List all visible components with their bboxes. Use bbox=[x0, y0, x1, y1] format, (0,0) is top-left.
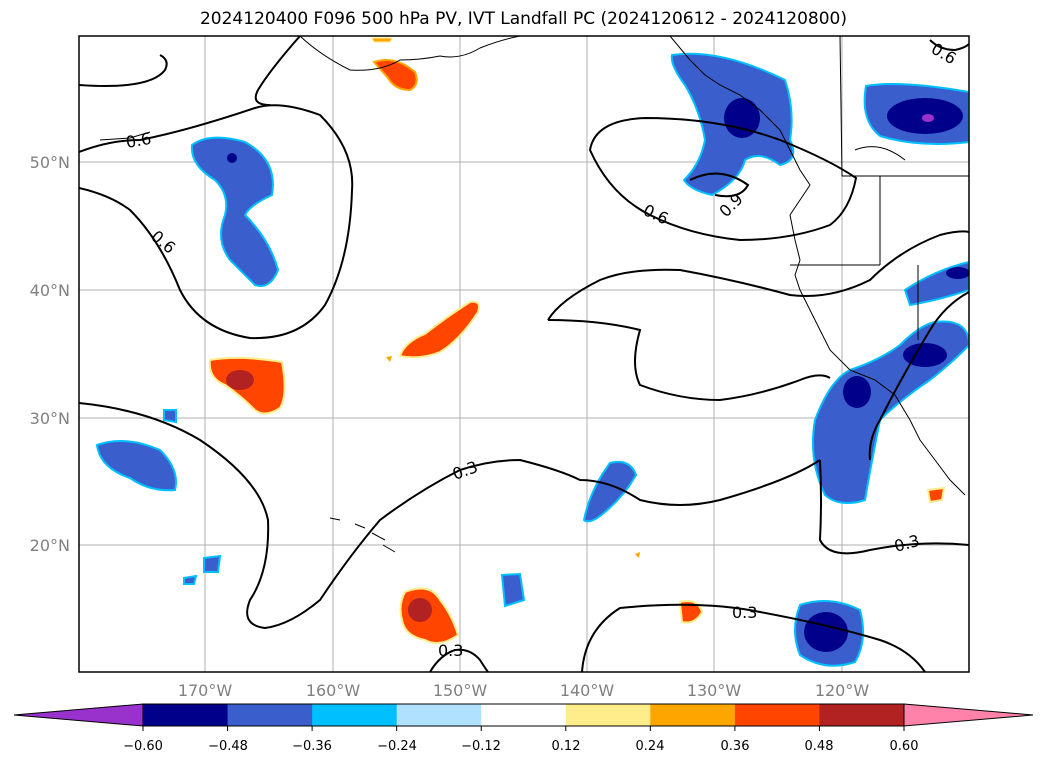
contour-label: 0.3 bbox=[438, 641, 463, 660]
colorbar-tick-label: 0.48 bbox=[805, 739, 834, 754]
anomaly-region bbox=[635, 552, 640, 558]
anomaly-region bbox=[582, 460, 638, 523]
colorbar-tick-label: 0.36 bbox=[721, 739, 750, 754]
lon-label-160w: 160°W bbox=[306, 681, 361, 700]
negative-anomaly-regions bbox=[95, 52, 969, 667]
anomaly-region bbox=[372, 59, 418, 92]
colorbar-segment bbox=[565, 704, 651, 726]
lon-label-140w: 140°W bbox=[560, 681, 615, 700]
colorbar-segment bbox=[143, 704, 229, 726]
colorbar-tick-label: −0.12 bbox=[461, 739, 501, 754]
colorbar-outline bbox=[142, 703, 905, 727]
anomaly-region bbox=[163, 409, 177, 424]
anomaly-region bbox=[203, 554, 222, 573]
lat-label-40n: 40°N bbox=[30, 281, 70, 300]
latitude-labels: 50°N 40°N 30°N 20°N bbox=[30, 153, 70, 555]
anomaly-region bbox=[500, 572, 526, 608]
colorbar-tick-label: 0.12 bbox=[552, 739, 581, 754]
anomaly-core bbox=[724, 98, 760, 138]
anomaly-core bbox=[804, 612, 848, 652]
longitude-labels: 170°W 160°W 150°W 140°W 130°W 120°W bbox=[178, 681, 870, 700]
colorbar-tick-label: −0.24 bbox=[377, 739, 417, 754]
anomaly-region bbox=[812, 320, 969, 505]
anomaly-peak bbox=[922, 114, 934, 122]
positive-anomaly-regions bbox=[208, 37, 946, 645]
lon-label-170w: 170°W bbox=[178, 681, 233, 700]
anomaly-core bbox=[903, 343, 947, 367]
lon-label-120w: 120°W bbox=[815, 681, 870, 700]
anomaly-core bbox=[226, 370, 254, 390]
colorbar-tick-label: −0.60 bbox=[123, 739, 163, 754]
anomaly-core bbox=[408, 598, 432, 622]
contour-lines bbox=[79, 36, 969, 672]
anomaly-region bbox=[386, 356, 392, 362]
colorbar-tick-labels: −0.60 −0.48 −0.36 −0.24 −0.12 0.12 0.24 … bbox=[123, 739, 918, 754]
anomaly-region bbox=[926, 486, 946, 504]
colorbar-segment bbox=[227, 704, 313, 726]
anomaly-region bbox=[398, 300, 480, 359]
colorbar-segment bbox=[819, 704, 905, 726]
colorbar-segment bbox=[312, 704, 398, 726]
anomaly-region bbox=[678, 600, 704, 624]
anomaly-region bbox=[95, 440, 177, 492]
lat-label-20n: 20°N bbox=[30, 536, 70, 555]
map-title: 2024120400 F096 500 hPa PV, IVT Landfall… bbox=[199, 9, 847, 29]
lat-label-30n: 30°N bbox=[30, 409, 70, 428]
colorbar-segment bbox=[481, 704, 567, 726]
colorbar-tick-label: 0.24 bbox=[636, 739, 665, 754]
contour-label: 0.3 bbox=[732, 603, 757, 622]
contour-label: 0.6 bbox=[124, 129, 152, 152]
anomaly-core bbox=[227, 153, 237, 163]
colorbar-tick-label: 0.60 bbox=[890, 739, 919, 754]
colorbar-tick-label: −0.36 bbox=[292, 739, 332, 754]
anomaly-region bbox=[183, 574, 198, 585]
anomaly-region bbox=[371, 37, 393, 43]
map-frame bbox=[78, 35, 970, 673]
coastlines bbox=[99, 36, 969, 553]
colorbar-extend-max bbox=[903, 703, 1034, 727]
anomaly-region bbox=[190, 136, 280, 287]
colorbar-tick-label: −0.48 bbox=[208, 739, 248, 754]
lon-label-130w: 130°W bbox=[687, 681, 742, 700]
colorbar bbox=[13, 703, 1034, 731]
colorbar-segment bbox=[396, 704, 482, 726]
colorbar-extend-min bbox=[13, 703, 144, 727]
map-area bbox=[79, 36, 969, 672]
colorbar-segment bbox=[734, 704, 820, 726]
lon-label-150w: 150°W bbox=[433, 681, 488, 700]
colorbar-segment bbox=[650, 704, 736, 726]
lat-label-50n: 50°N bbox=[30, 153, 70, 172]
anomaly-core bbox=[946, 267, 969, 279]
anomaly-core bbox=[843, 376, 871, 408]
